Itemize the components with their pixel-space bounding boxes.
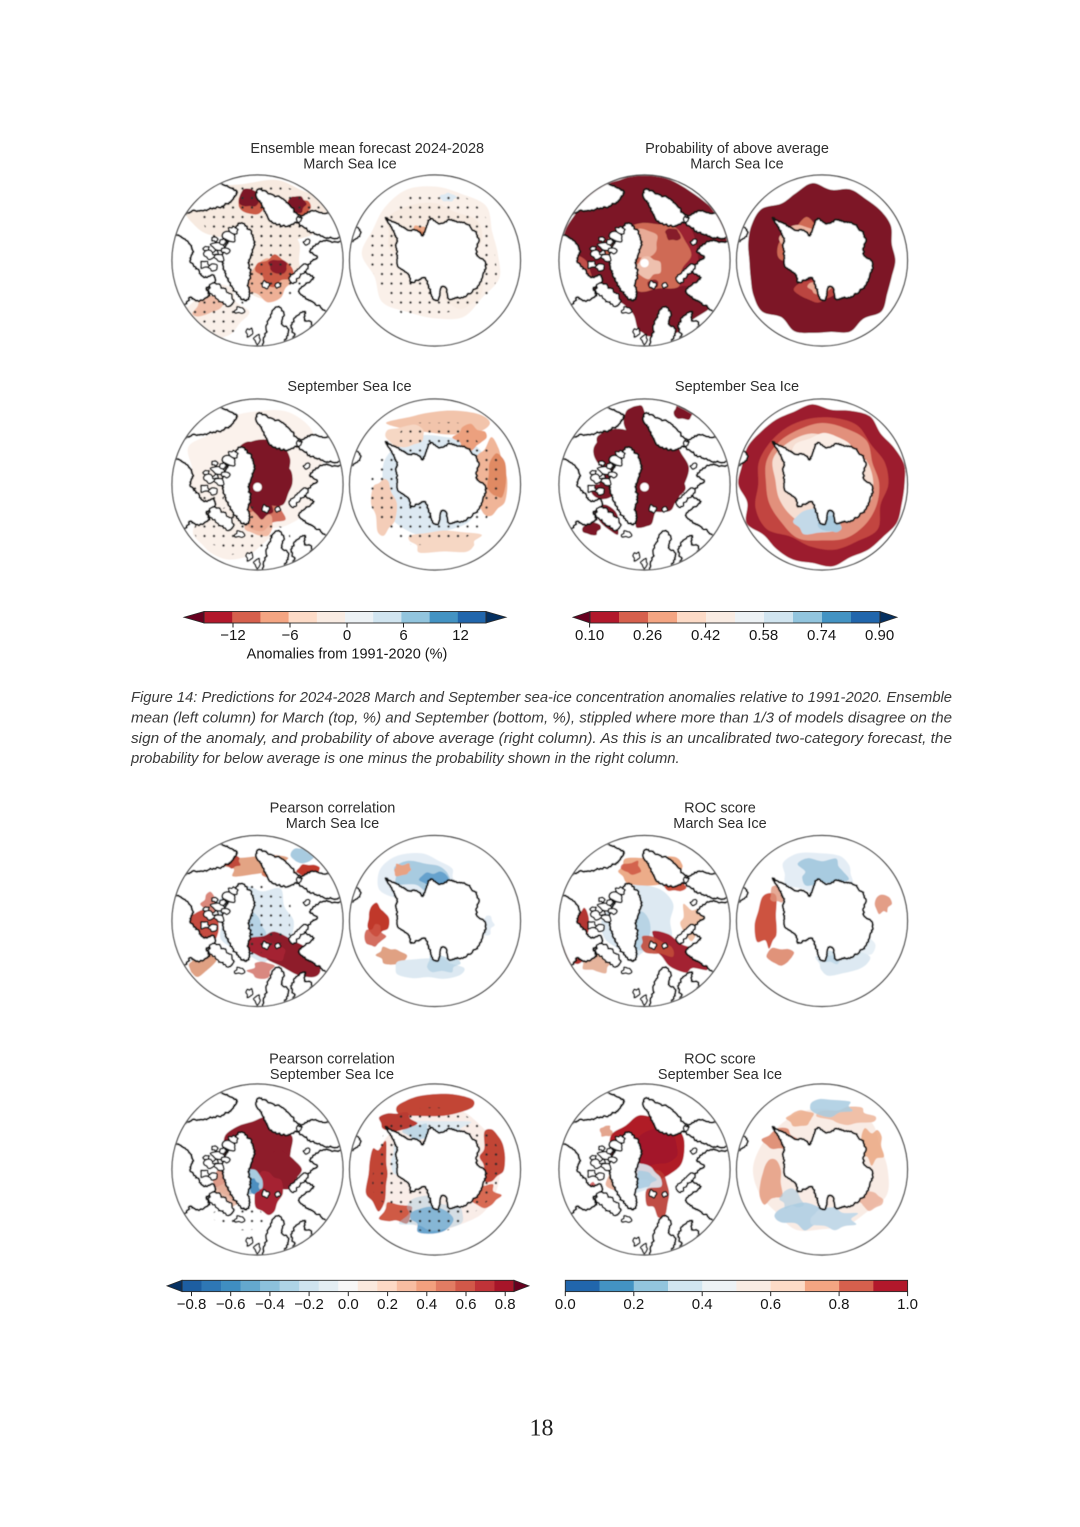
- svg-text:0.74: 0.74: [807, 627, 836, 644]
- svg-text:Ensemble mean forecast 2024-20: Ensemble mean forecast 2024-2028: [250, 141, 484, 157]
- svg-text:ROC score: ROC score: [684, 800, 756, 816]
- svg-text:−0.4: −0.4: [255, 1296, 285, 1313]
- svg-text:0.0: 0.0: [555, 1296, 576, 1313]
- svg-text:0.2: 0.2: [623, 1296, 644, 1313]
- svg-text:18: 18: [530, 1416, 554, 1442]
- svg-text:−0.8: −0.8: [177, 1296, 207, 1313]
- svg-text:−6: −6: [281, 627, 298, 644]
- svg-text:0.10: 0.10: [575, 627, 604, 644]
- svg-text:0.26: 0.26: [633, 627, 662, 644]
- svg-text:12: 12: [452, 627, 469, 644]
- svg-text:March Sea Ice: March Sea Ice: [690, 156, 784, 172]
- svg-text:ROC score: ROC score: [684, 1051, 756, 1067]
- svg-text:6: 6: [399, 627, 407, 644]
- svg-text:1.0: 1.0: [897, 1296, 918, 1313]
- svg-text:September Sea Ice: September Sea Ice: [658, 1067, 782, 1083]
- svg-text:probability for below average: probability for below average is one min…: [130, 751, 680, 767]
- svg-text:0: 0: [343, 627, 351, 644]
- svg-text:Figure 14: Predictions for 202: Figure 14: Predictions for 2024-2028 Mar…: [131, 690, 952, 706]
- svg-text:Anomalies from 1991-2020 (%): Anomalies from 1991-2020 (%): [247, 647, 448, 663]
- svg-text:0.90: 0.90: [865, 627, 894, 644]
- svg-text:0.4: 0.4: [692, 1296, 713, 1313]
- svg-text:March Sea Ice: March Sea Ice: [286, 816, 380, 832]
- svg-text:0.58: 0.58: [749, 627, 778, 644]
- svg-text:0.2: 0.2: [377, 1296, 398, 1313]
- svg-text:0.0: 0.0: [338, 1296, 359, 1313]
- svg-text:0.8: 0.8: [829, 1296, 850, 1313]
- svg-text:0.42: 0.42: [691, 627, 720, 644]
- svg-text:0.6: 0.6: [456, 1296, 477, 1313]
- svg-text:0.6: 0.6: [760, 1296, 781, 1313]
- svg-text:Probability of above average: Probability of above average: [645, 141, 829, 157]
- svg-text:0.8: 0.8: [495, 1296, 516, 1313]
- svg-text:September Sea Ice: September Sea Ice: [270, 1067, 394, 1083]
- svg-text:Pearson correlation: Pearson correlation: [270, 800, 396, 816]
- svg-text:September Sea Ice: September Sea Ice: [287, 379, 411, 395]
- svg-text:September Sea Ice: September Sea Ice: [675, 379, 799, 395]
- svg-text:0.4: 0.4: [416, 1296, 437, 1313]
- svg-text:March Sea Ice: March Sea Ice: [673, 816, 767, 832]
- svg-text:Pearson correlation: Pearson correlation: [269, 1051, 395, 1067]
- svg-text:−0.6: −0.6: [216, 1296, 246, 1313]
- svg-text:sign of the anomaly, and proba: sign of the anomaly, and probability of …: [131, 731, 952, 747]
- svg-text:March Sea Ice: March Sea Ice: [303, 156, 397, 172]
- svg-text:−12: −12: [220, 627, 245, 644]
- svg-text:−0.2: −0.2: [294, 1296, 324, 1313]
- svg-text:mean (left column) for March (: mean (left column) for March (top, %) an…: [131, 710, 952, 726]
